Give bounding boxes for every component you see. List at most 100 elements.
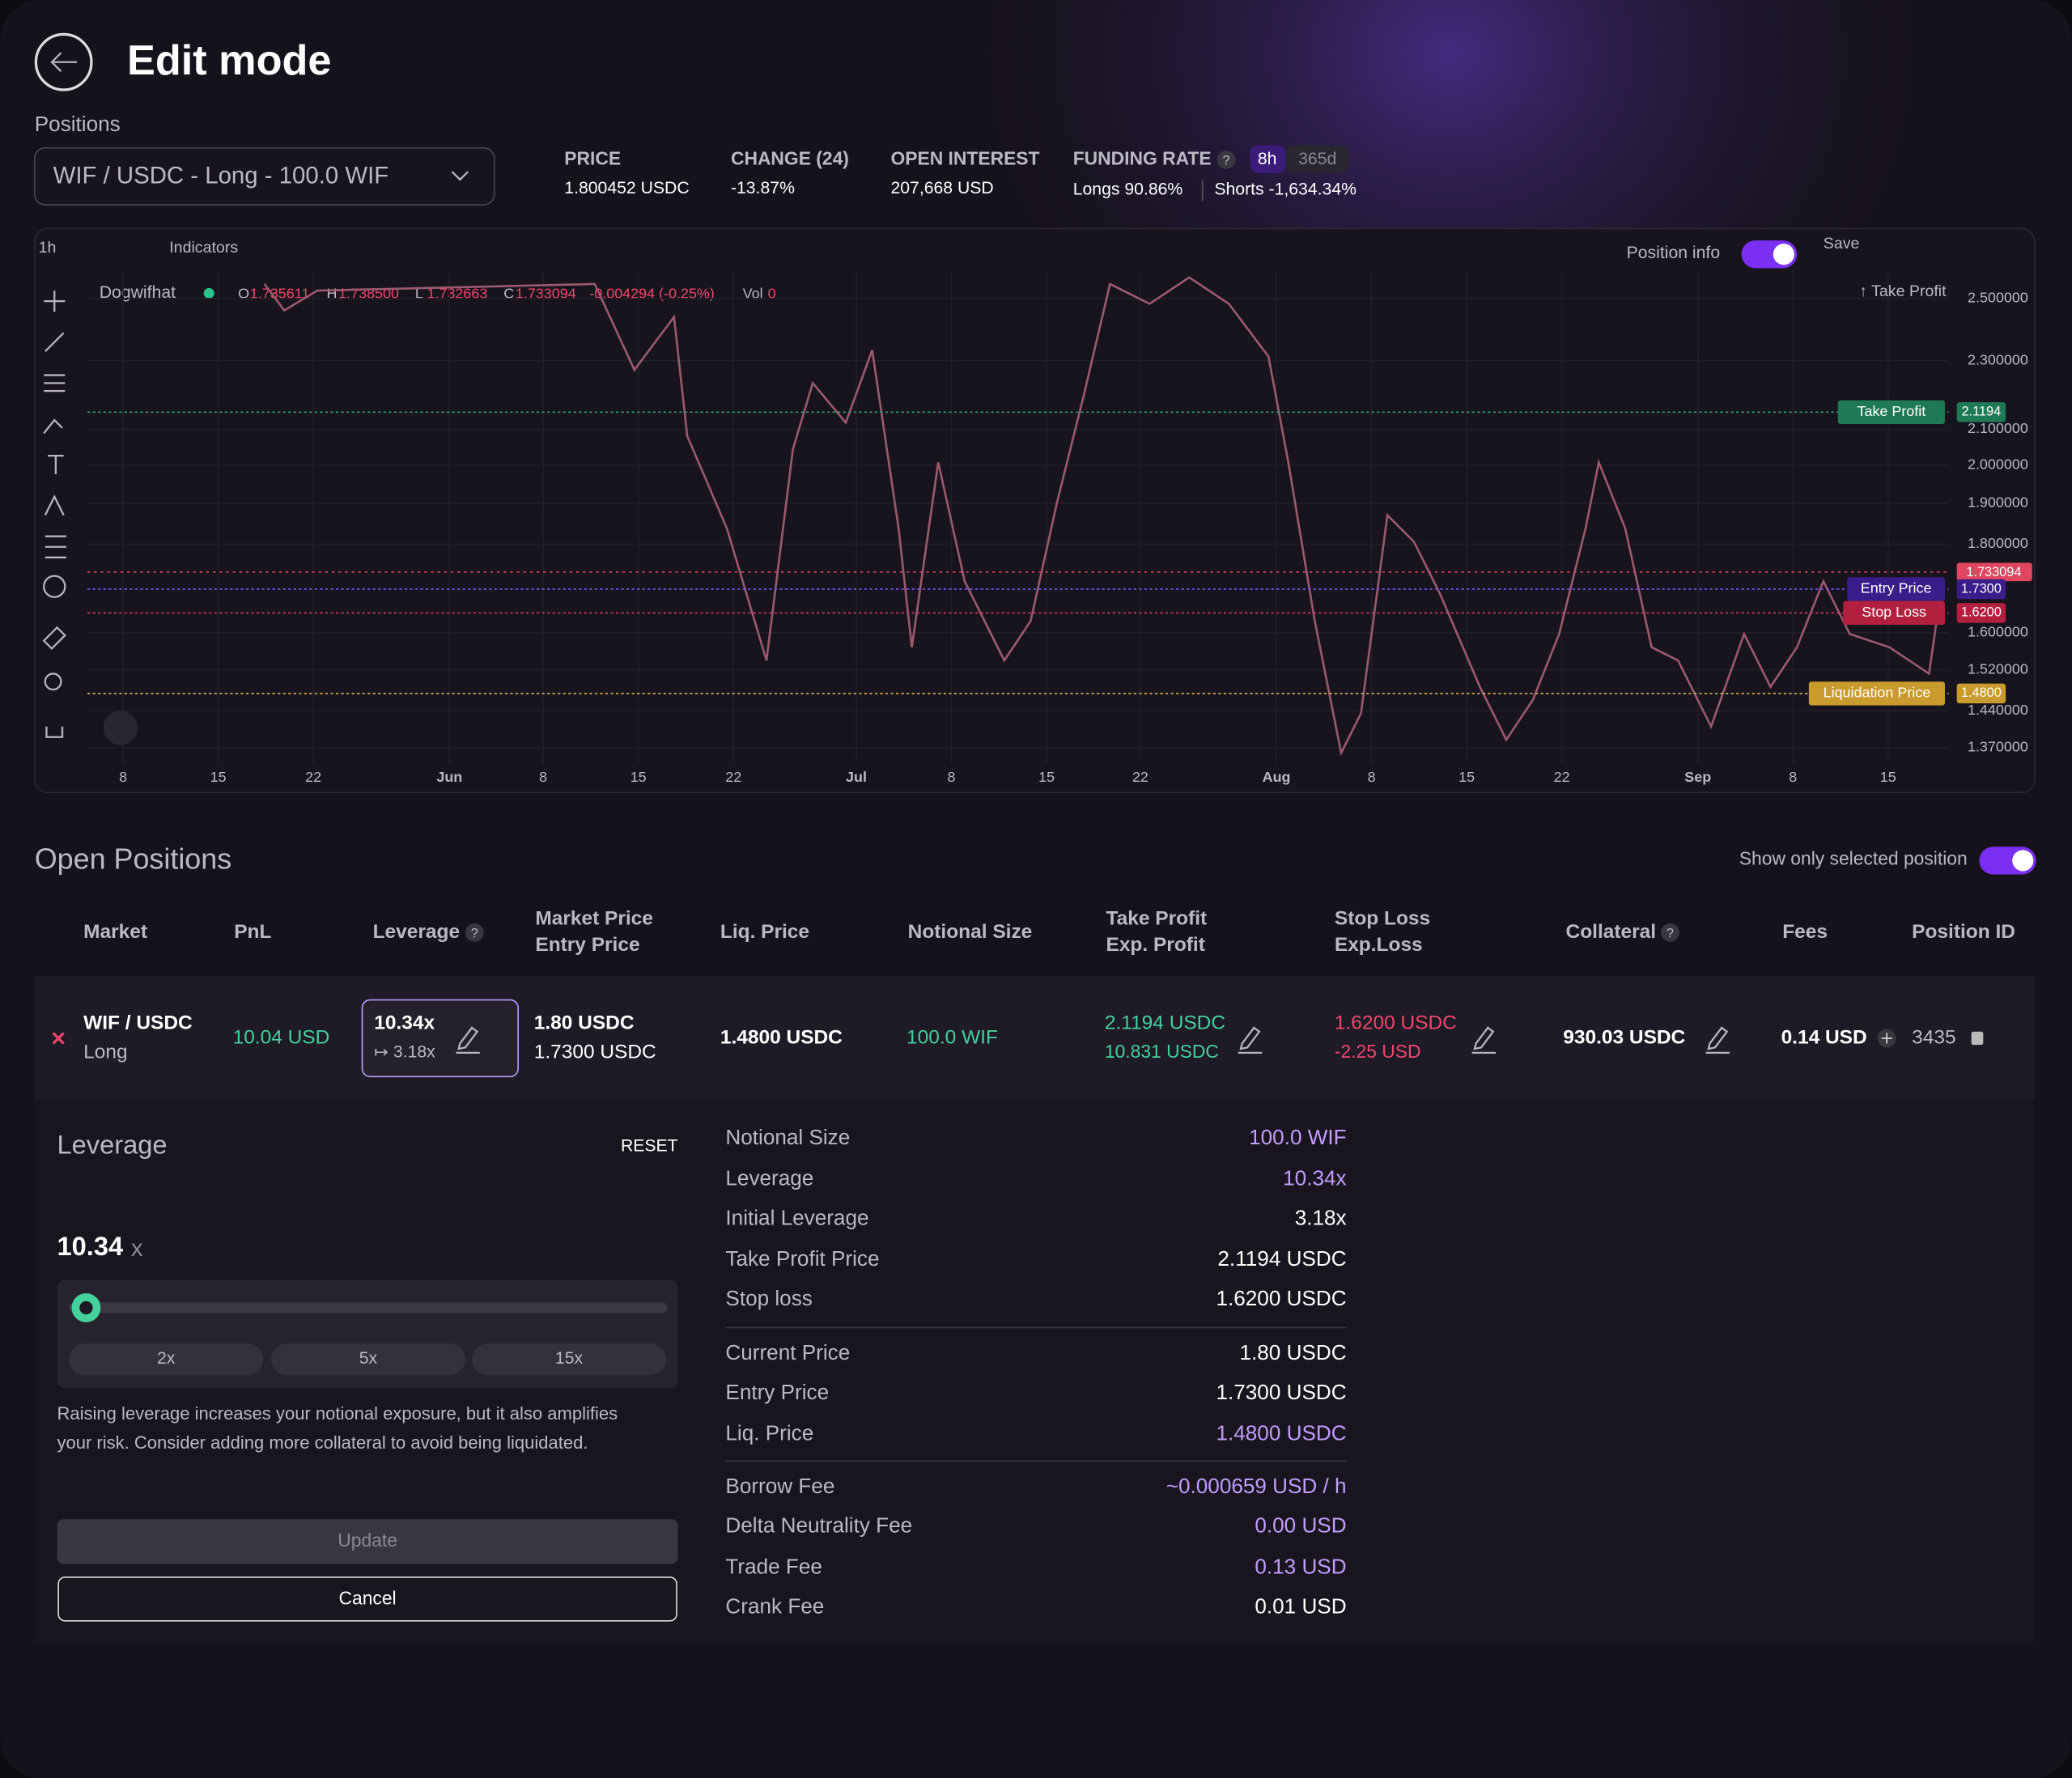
select-value[interactable]: WIF / USDC - Long - 100.0 WIF — [53, 162, 389, 189]
side: Long — [83, 1041, 127, 1063]
level-price: 1.4800 — [1961, 685, 2002, 700]
reset-button[interactable]: RESET — [621, 1136, 678, 1155]
preset-button[interactable] — [472, 1343, 666, 1376]
plus — [1881, 1033, 1892, 1044]
price-tick: 1.900000 — [1968, 494, 2028, 511]
summary-label: Delta Neutrality Fee — [725, 1513, 912, 1538]
tab-label[interactable]: 8h — [1258, 150, 1277, 168]
ohlc-key: C — [503, 286, 514, 302]
edit-icon[interactable] — [1705, 1026, 1730, 1054]
description: your risk. Consider adding more collater… — [57, 1432, 588, 1453]
panel-title: Leverage — [57, 1129, 168, 1159]
save-button[interactable]: Save — [1824, 235, 1860, 252]
preset-label[interactable]: 5x — [359, 1349, 378, 1368]
column-header: Notional Size — [908, 921, 1033, 943]
help-icon — [1216, 151, 1236, 169]
summary-label: Entry Price — [725, 1380, 829, 1404]
time-tick: Jul — [846, 769, 867, 785]
initial-leverage: ↦ 3.18x — [374, 1043, 435, 1062]
toggle-knob — [1773, 244, 1794, 265]
stat-value: -13.87% — [731, 179, 795, 197]
slider-track[interactable] — [69, 1302, 668, 1313]
level-label[interactable]: Liquidation Price — [1824, 685, 1931, 701]
summary-label: Trade Fee — [725, 1554, 822, 1578]
description: Raising leverage increases your notional… — [57, 1403, 618, 1424]
leverage-unit: x — [131, 1235, 143, 1262]
level-price-box — [1956, 683, 2006, 704]
section-label: Positions — [35, 112, 121, 136]
position-select[interactable] — [33, 146, 495, 206]
funding-longs: Longs 90.86% — [1073, 180, 1183, 199]
level-label-box[interactable] — [1808, 681, 1945, 706]
help-icon — [1661, 923, 1679, 942]
cancel-label[interactable]: Cancel — [339, 1588, 397, 1609]
edit-icon[interactable] — [1471, 1026, 1497, 1054]
edit-icon[interactable] — [456, 1026, 480, 1054]
level-price: 1.6200 — [1961, 605, 2002, 620]
time-tick: 22 — [725, 769, 741, 785]
ohlc-value: 1.733094 — [516, 286, 576, 302]
time-tick: Sep — [1684, 769, 1711, 785]
stop-loss: 1.6200 USDC — [1335, 1012, 1457, 1033]
knob-center — [79, 1301, 93, 1315]
price-series — [263, 276, 1944, 757]
level-label-box[interactable] — [1837, 400, 1945, 424]
level-label[interactable]: Entry Price — [1861, 580, 1932, 596]
preset-label[interactable]: 15x — [555, 1349, 584, 1368]
cancel-button[interactable] — [57, 1576, 677, 1622]
level-label[interactable]: Take Profit — [1858, 403, 1926, 419]
price-tick: 1.800000 — [1968, 535, 2028, 551]
liq-price: 1.4800 USDC — [720, 1026, 843, 1048]
time-tick: 15 — [210, 769, 227, 785]
summary-label: Leverage — [725, 1165, 813, 1190]
help-text: ? — [1223, 153, 1230, 168]
time-tick: Aug — [1263, 769, 1291, 785]
summary-value: 2.1194 USDC — [1217, 1246, 1346, 1271]
exp-profit: 10.831 USDC — [1105, 1041, 1219, 1062]
indicators-button[interactable]: Indicators — [169, 239, 238, 257]
level-price-box — [1956, 579, 2006, 600]
market-price: 1.80 USDC — [534, 1012, 635, 1033]
back-button[interactable] — [34, 32, 93, 91]
time-tick: 15 — [1038, 769, 1055, 785]
entry-price: 1.7300 USDC — [534, 1041, 656, 1063]
top-marker: ↑ Take Profit — [1859, 282, 1947, 300]
summary-label: Borrow Fee — [725, 1474, 834, 1498]
level-label[interactable]: Stop Loss — [1862, 604, 1926, 620]
level-label-box[interactable] — [1847, 577, 1945, 601]
ohlc-key: L — [415, 286, 423, 302]
update-button[interactable] — [57, 1519, 678, 1564]
time-tick: 22 — [1554, 769, 1570, 785]
interval[interactable]: 1h — [39, 239, 57, 257]
leverage-cell[interactable] — [361, 999, 519, 1078]
time-tick: Jun — [436, 769, 462, 785]
column-header: Stop Loss — [1335, 908, 1430, 930]
preset-label[interactable]: 2x — [157, 1349, 176, 1368]
tab-active[interactable] — [1250, 145, 1286, 173]
tab-label[interactable]: 365d — [1298, 150, 1336, 168]
page-title: Edit mode — [127, 37, 331, 84]
time-tick: 15 — [1880, 769, 1896, 785]
tab[interactable] — [1285, 145, 1349, 173]
volume-key: Vol — [743, 286, 763, 302]
summary-label: Current Price — [725, 1340, 850, 1364]
price-tick: 2.300000 — [1968, 351, 2028, 367]
preset-button[interactable] — [69, 1343, 264, 1376]
time-tick: 15 — [631, 769, 647, 785]
toggle-knob — [2012, 850, 2034, 872]
summary-value: 0.01 USD — [1255, 1593, 1346, 1618]
level-label-box[interactable] — [1843, 600, 1945, 626]
edit-icon[interactable] — [1238, 1026, 1263, 1054]
left-toolbar — [42, 291, 66, 738]
copy-icon[interactable] — [1971, 1031, 1984, 1046]
symbol: Dogwifhat — [100, 283, 176, 302]
update-label[interactable]: Update — [338, 1530, 397, 1551]
preset-button[interactable] — [270, 1343, 465, 1376]
column-header: Liq. Price — [720, 921, 809, 943]
stat-label: PRICE — [564, 148, 621, 169]
close-icon[interactable] — [52, 1032, 65, 1045]
position-row[interactable] — [34, 976, 2035, 1101]
column-header: Entry Price — [535, 934, 639, 956]
exp-loss: -2.25 USD — [1335, 1041, 1421, 1062]
column-header: Leverage — [373, 921, 460, 943]
